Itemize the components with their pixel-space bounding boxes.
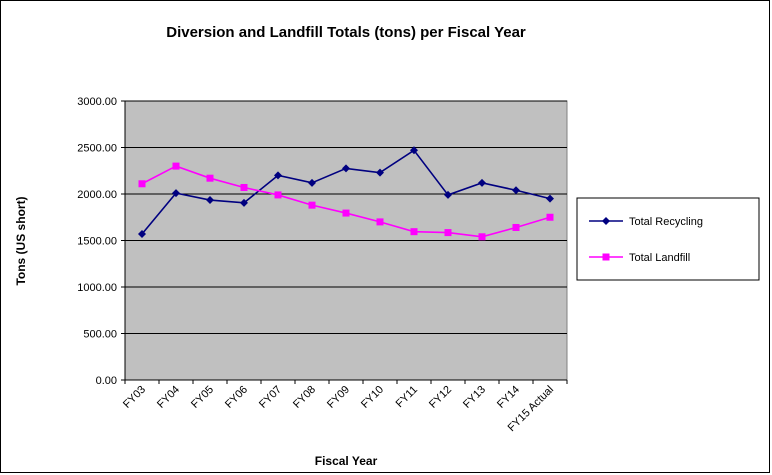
data-point (512, 186, 520, 195)
data-point (478, 233, 486, 241)
data-point (444, 229, 452, 237)
y-tick-label: 1000.00 (77, 282, 117, 294)
data-point (410, 228, 418, 236)
x-tick-label: FY12 (427, 384, 454, 411)
data-point (342, 209, 350, 217)
data-point (308, 178, 316, 187)
x-tick-label: FY13 (461, 384, 488, 411)
data-point (444, 190, 452, 199)
legend-marker (602, 253, 610, 261)
legend-box (576, 197, 760, 281)
y-axis-title: Tons (US short) (14, 196, 28, 285)
data-point (274, 171, 282, 180)
legend-label: Total Landfill (629, 252, 690, 264)
y-tick-label: 2500.00 (77, 143, 117, 155)
data-point (240, 183, 248, 191)
data-point (206, 174, 214, 182)
data-point (376, 218, 384, 226)
x-tick-label: FY10 (359, 384, 386, 411)
data-point (342, 164, 350, 173)
x-tick-label: FY14 (495, 384, 522, 411)
x-tick-label: FY07 (257, 384, 284, 411)
x-tick-label: FY03 (121, 384, 148, 411)
x-axis-title: Fiscal Year (315, 454, 378, 468)
y-tick-label: 3000.00 (77, 96, 117, 108)
data-point (546, 194, 554, 203)
y-tick-label: 500.00 (83, 329, 117, 341)
data-point (138, 229, 146, 238)
x-axis-ticks: FY03 FY04 FY05 FY06 FY07 FY08 FY09 FY10 FY11 FY12… (121, 380, 568, 434)
data-point (308, 201, 316, 209)
x-tick-label: FY09 (325, 384, 352, 411)
y-tick-label: 2000.00 (77, 189, 117, 201)
y-axis-ticks: 0.00 500.00 1000.00 1500.00 2000.00 2500.00 30… (77, 96, 125, 387)
y-tick-label: 0.00 (96, 375, 117, 387)
data-point (478, 178, 486, 187)
legend: Total Recycling Total Landfill (576, 197, 760, 281)
data-point (512, 223, 520, 231)
legend-label: Total Recycling (629, 216, 703, 228)
data-point (172, 162, 180, 170)
y-tick-label: 1500.00 (77, 236, 117, 248)
data-point (206, 196, 214, 205)
chart-title: Diversion and Landfill Totals (tons) per… (166, 24, 526, 41)
data-point (410, 146, 418, 155)
series-layer (138, 146, 554, 241)
legend-marker (602, 217, 610, 225)
x-tick-label: FY11 (394, 384, 421, 411)
data-point (138, 180, 146, 188)
data-point (274, 191, 282, 199)
x-tick-label: FY05 (189, 384, 216, 411)
data-point (546, 213, 554, 221)
data-point (240, 198, 248, 207)
data-point (172, 189, 180, 198)
x-tick-label: FY04 (155, 384, 182, 411)
data-point (376, 168, 384, 177)
x-tick-label: FY06 (223, 384, 250, 411)
x-tick-label: FY08 (291, 384, 318, 411)
